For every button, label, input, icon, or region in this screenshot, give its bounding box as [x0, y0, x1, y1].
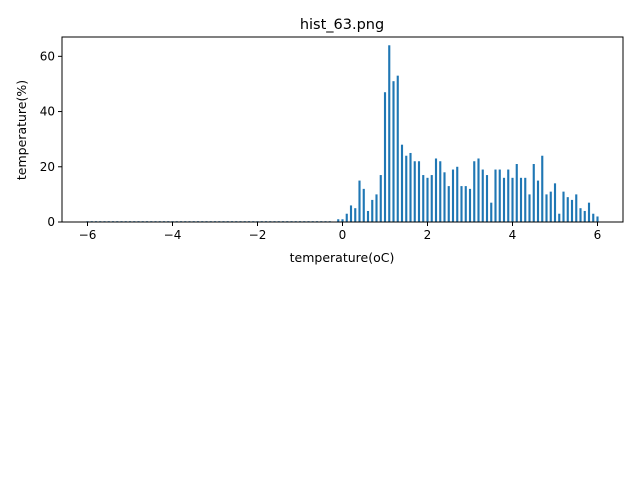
histogram-bar	[354, 208, 357, 222]
histogram-bar	[502, 177, 506, 222]
histogram-bar	[443, 172, 446, 222]
histogram-bar	[494, 169, 497, 222]
histogram-bar	[524, 177, 527, 222]
histogram-bar	[587, 202, 591, 222]
histogram-bar	[447, 186, 450, 222]
histogram-bar	[345, 213, 348, 222]
histogram-bar	[451, 169, 455, 222]
histogram-bar	[422, 175, 425, 222]
axes-frame	[61, 36, 624, 223]
histogram-bar	[553, 183, 557, 222]
histogram-bar	[464, 186, 467, 222]
histogram-bar	[511, 177, 514, 222]
histogram-bar	[507, 169, 510, 222]
x-tick-label: 2	[424, 228, 432, 242]
histogram-bar	[392, 81, 395, 223]
x-axis-label: temperature(oC)	[290, 250, 395, 265]
x-tick-label: −6	[79, 228, 97, 242]
y-tick-label: 60	[40, 49, 55, 63]
histogram-bar	[468, 188, 472, 222]
histogram-bar	[379, 175, 382, 222]
x-tick-label: 0	[339, 228, 347, 242]
histogram-bar	[409, 152, 412, 222]
histogram-bar	[566, 197, 569, 222]
histogram-bar	[477, 158, 480, 222]
histogram-bar	[575, 194, 578, 222]
histogram-bar	[341, 219, 344, 222]
bars-group	[86, 45, 599, 223]
histogram-bar	[388, 45, 391, 222]
histogram-bar	[366, 210, 370, 222]
x-axis-ticks: −6 −4 −2 0 2 4 6	[79, 222, 602, 242]
histogram-bar	[473, 161, 476, 222]
y-tick-label: 40	[40, 105, 55, 119]
histogram-bar	[570, 199, 574, 222]
histogram-bar	[583, 210, 586, 222]
histogram-bar	[434, 158, 438, 222]
histogram-bar	[405, 155, 408, 222]
histogram-bar	[498, 169, 501, 222]
histogram-bar	[417, 161, 421, 222]
x-tick-label: −4	[164, 228, 182, 242]
histogram-bar	[362, 188, 365, 222]
histogram-bar	[528, 194, 531, 222]
x-tick-label: 4	[509, 228, 517, 242]
histogram-bar	[460, 186, 463, 222]
histogram-bar	[439, 161, 442, 222]
histogram-bar	[545, 194, 548, 222]
x-tick-label: 6	[594, 228, 602, 242]
histogram-bar	[485, 175, 489, 222]
histogram-bar	[371, 199, 374, 222]
histogram-bar	[337, 219, 340, 222]
histogram-bar	[536, 180, 540, 222]
histogram-bar	[519, 177, 523, 222]
x-tick-label: −2	[249, 228, 267, 242]
histogram-bar	[375, 194, 378, 222]
histogram-bar	[413, 161, 416, 222]
histogram-bar	[592, 213, 595, 222]
y-axis-label: temperature(%)	[14, 80, 29, 180]
histogram-bar	[579, 208, 582, 222]
chart-title: hist_63.png	[300, 17, 384, 33]
histogram-bar	[549, 191, 552, 222]
histogram-bar	[430, 175, 433, 222]
histogram-bar	[596, 216, 599, 222]
histogram-bar	[562, 191, 565, 222]
histogram-bar	[541, 155, 544, 222]
histogram-bar	[426, 177, 429, 222]
histogram-bar	[396, 75, 399, 222]
histogram-bar	[456, 166, 459, 222]
histogram-bar	[532, 164, 535, 222]
histogram-bar	[383, 92, 387, 222]
histogram-bar	[490, 202, 493, 222]
y-tick-label: 0	[47, 215, 55, 229]
histogram-bar	[400, 144, 404, 222]
y-axis-ticks: 0 20 40 60	[40, 49, 62, 229]
histogram-bar	[558, 213, 561, 222]
y-tick-label: 20	[40, 160, 55, 174]
histogram-bar	[481, 169, 484, 222]
histogram-bar	[515, 164, 518, 222]
histogram-bar	[349, 205, 353, 222]
histogram-bar	[358, 180, 361, 222]
